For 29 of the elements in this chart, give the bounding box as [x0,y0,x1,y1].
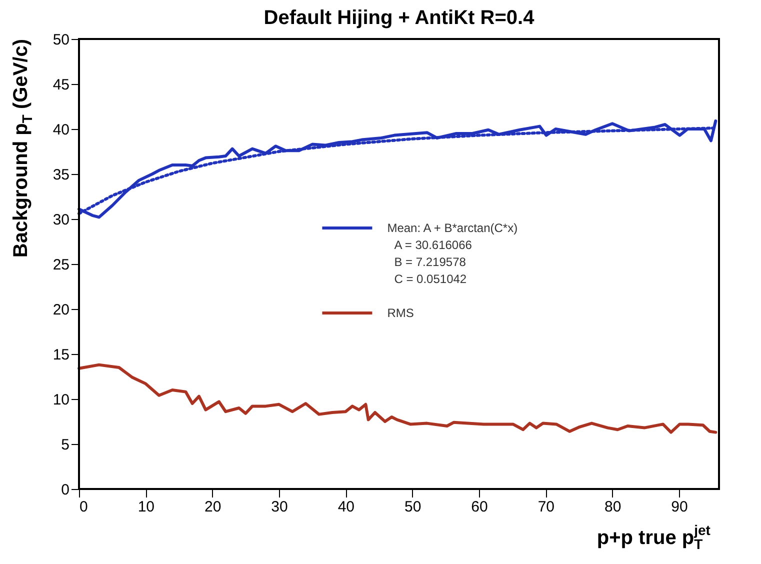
x-tick-label: 30 [271,498,288,516]
y-tick-label: 30 [52,212,70,228]
y-tick-label: 35 [52,166,70,184]
y-tick-label: 15 [52,346,70,364]
x-tick-label: 80 [604,498,622,516]
y-tick-label: 40 [52,122,70,138]
x-tick-label: 70 [538,498,555,516]
legend-label: RMS [387,306,414,320]
x-tick-label: 0 [80,498,88,516]
line-series [78,363,718,434]
y-tick-label: 10 [52,392,70,408]
y-tick-label: 5 [61,436,70,454]
y-axis-title: Background pT (GeV/c) [10,38,35,258]
y-tick-label: 0 [61,482,70,498]
x-tick-label: 90 [671,498,688,516]
x-tick-label: 20 [204,498,222,516]
x-tick-label: 10 [138,498,155,516]
annotation: A = 30.616066 [394,238,472,252]
x-tick-label: 50 [404,498,422,516]
legend-label: Mean: A + B*arctan(C*x) [387,221,518,235]
annotation: C = 0.051042 [394,272,467,286]
y-tick-label: 45 [52,76,70,94]
chart-title: Default Hijing + AntiKt R=0.4 [264,7,536,29]
annotation: B = 7.219578 [394,255,466,269]
y-tick-label: 50 [52,32,70,48]
x-tick-label: 60 [471,498,488,516]
y-tick-label: 20 [52,302,70,318]
x-tick-label: 40 [338,498,355,516]
y-tick-label: 25 [52,256,70,274]
